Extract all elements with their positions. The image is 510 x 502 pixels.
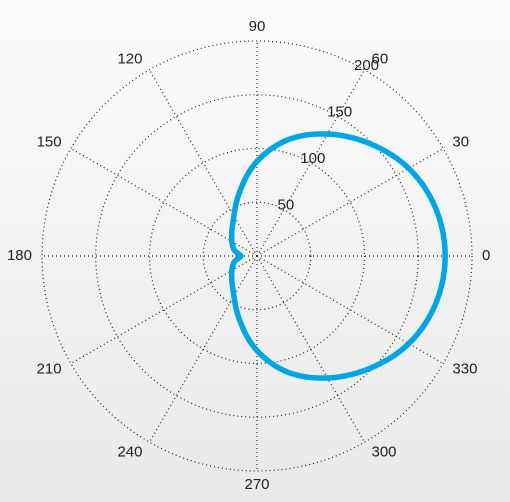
angular-tick-label-3: 90 xyxy=(249,18,266,35)
radial-grid-circle-2 xyxy=(95,94,419,418)
radial-tick-labels: 50 100 150 200 xyxy=(278,57,379,214)
angular-tick-label-1: 30 xyxy=(452,133,469,150)
radial-grid-circle-3 xyxy=(41,40,473,472)
series-layer xyxy=(228,131,448,381)
radial-tick-label-0: 50 xyxy=(278,196,295,213)
radial-grid-circle-1 xyxy=(148,147,366,365)
angular-tick-label-9: 270 xyxy=(244,476,269,493)
angular-tick-label-7: 210 xyxy=(37,360,62,377)
series-line-0 xyxy=(228,131,448,381)
angular-tick-label-8: 240 xyxy=(117,444,142,461)
angular-grid-line-4 xyxy=(148,69,258,257)
angular-tick-labels: 0 30 60 90 120 150 180 210 240 270 300 330 xyxy=(7,18,490,493)
angular-tick-label-10: 300 xyxy=(372,444,397,461)
angular-tick-label-2: 60 xyxy=(372,50,389,67)
radial-tick-label-2: 150 xyxy=(327,103,352,120)
angular-tick-label-5: 150 xyxy=(37,133,62,150)
angular-tick-label-0: 0 xyxy=(482,247,490,264)
angular-tick-label-11: 330 xyxy=(452,360,477,377)
radial-tick-label-1: 100 xyxy=(300,150,325,167)
angular-tick-label-4: 120 xyxy=(117,50,142,67)
polar-grid xyxy=(41,40,473,472)
radial-grid-circle-0 xyxy=(202,201,312,311)
radial-tick-label-3: 200 xyxy=(354,57,379,74)
angular-tick-label-6: 180 xyxy=(7,247,32,264)
